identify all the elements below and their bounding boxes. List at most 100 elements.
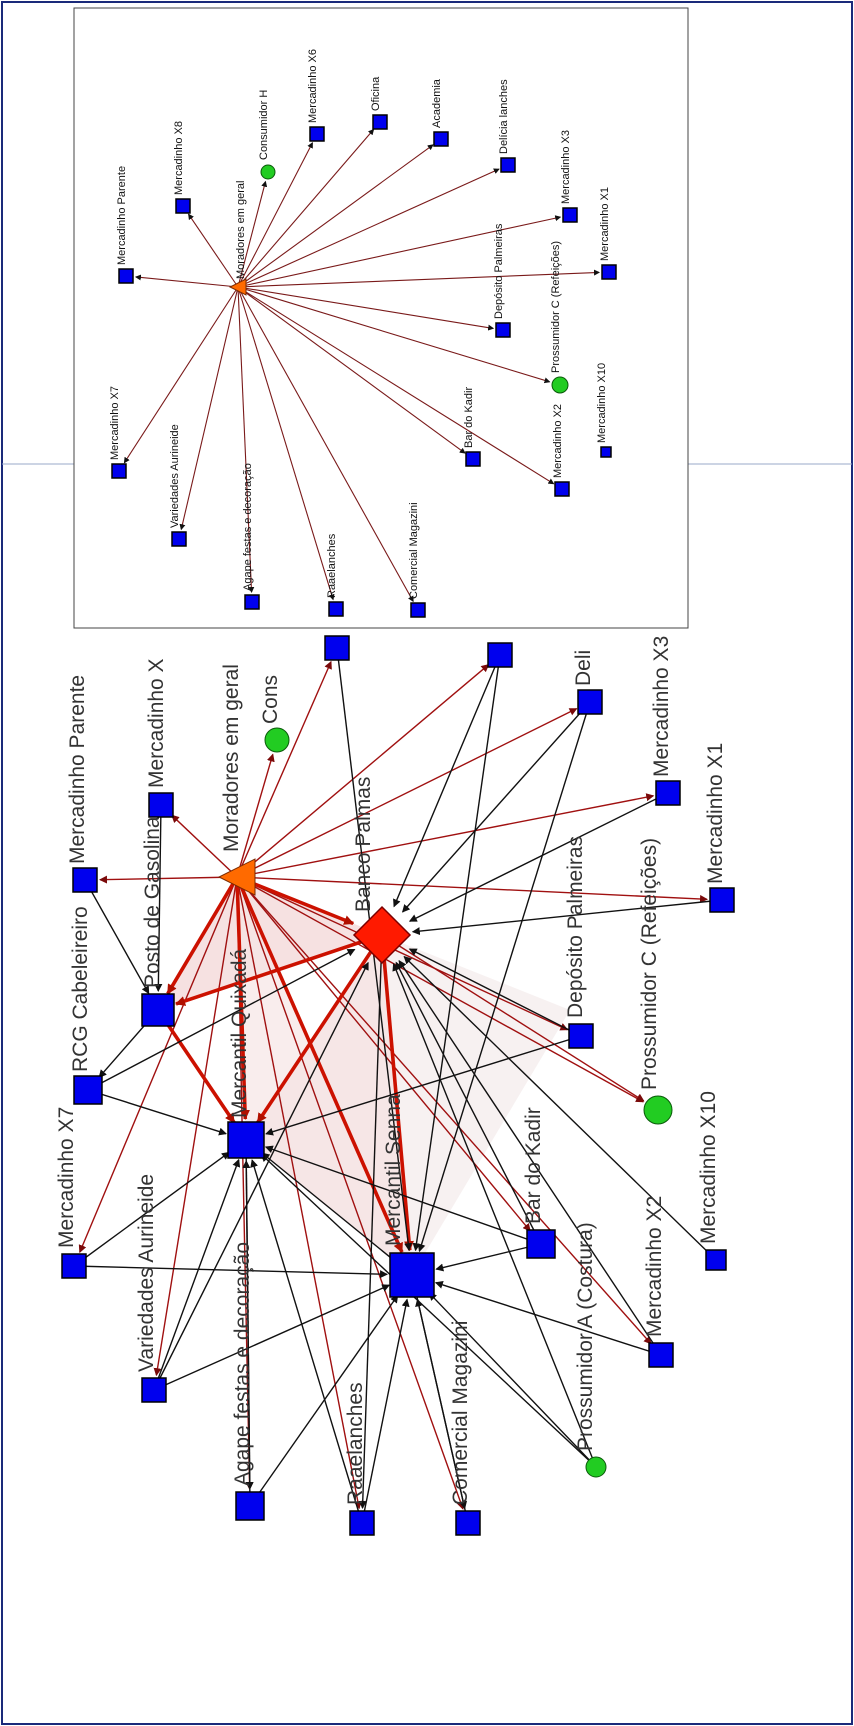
main-edge-moradores-x1 <box>236 876 709 903</box>
main-network-edges <box>73 647 723 1524</box>
inset-node-shape-agape <box>244 594 260 610</box>
main-node-raaelanches: Raaelanches <box>344 1382 375 1536</box>
main-node-shape-mercantil_quixada <box>227 1121 265 1159</box>
inset-label-prossumidor_c: Prossumidor C (Refeições) <box>550 241 562 373</box>
main-node-shape-x3 <box>655 780 681 806</box>
inset-label-bar_kadir: Bar do Kadir <box>463 387 475 448</box>
main-node-shape-mercantil_senna <box>389 1252 435 1298</box>
main-node-shape-x10 <box>705 1249 727 1271</box>
inset-node-shape-delicia <box>500 157 516 173</box>
main-edge-moradores-banco_palmas <box>236 875 355 926</box>
inset-node-agape: Agape festas e decoração <box>242 463 260 610</box>
main-edge-variedades-mercantil_senna <box>153 1284 391 1391</box>
main-edge-banco_palmas-raaelanches <box>358 934 383 1510</box>
main-label-prossumidor_a: Prossumidor A (Costura) <box>574 1222 597 1451</box>
inset-node-shape-variedades <box>171 531 187 547</box>
main-label-delicia: Deli <box>572 650 595 686</box>
main-node-mercantil_quixada: Mercantil Quixadá <box>227 948 265 1159</box>
inset-node-shape-parente <box>118 268 134 284</box>
inset-edge-moradores-x6 <box>237 141 313 288</box>
inset-edge-moradores-delicia <box>237 168 500 288</box>
inset-node-x8: Mercadinho X8 <box>173 121 191 214</box>
inset-label-x8: Mercadinho X8 <box>173 121 185 195</box>
main-node-shape-oficina <box>487 642 513 668</box>
inset-node-deposito: Depósito Palmeiras <box>493 223 511 338</box>
main-edge-moradores-x3 <box>236 793 655 878</box>
main-label-deposito: Depósito Palmeiras <box>564 836 587 1018</box>
main-edge-x10-banco_palmas <box>403 955 717 1261</box>
main-node-shape-posto <box>141 993 175 1027</box>
inset-node-prossumidor_c: Prossumidor C (Refeições) <box>550 241 569 394</box>
main-edge-x2-banco_palmas <box>398 959 662 1356</box>
main-edge-bar_kadir-mercantil_quixada <box>264 1145 542 1245</box>
main-edge-x1-banco_palmas <box>411 899 723 936</box>
inset-label-variedades: Variedades Aurineide <box>169 424 181 528</box>
main-node-shape-variedades <box>141 1377 167 1403</box>
inset-edge-moradores-x7 <box>123 286 239 464</box>
main-node-shape-prossumidor_a <box>585 1456 607 1478</box>
main-edge-moradores-mercantil_senna <box>235 876 404 1254</box>
main-edge-raaelanches-mercantil_senna <box>361 1298 410 1524</box>
inset-node-shape-academia <box>433 131 449 147</box>
main-node-x7: Mercadinho X7 <box>55 1107 87 1279</box>
main-edge-banco_palmas-mercantil_senna <box>380 934 414 1252</box>
inset-label-x3: Mercadinho X3 <box>560 130 572 204</box>
main-node-agape: Agape festas e decoração <box>231 1242 265 1521</box>
main-node-posto: Posto de Gasolina <box>141 816 175 1027</box>
main-label-mercantil_quixada: Mercantil Quixadá <box>228 948 251 1118</box>
inset-node-raaelanches: Raaelanches <box>326 533 344 617</box>
main-edge-delicia-mercantil_senna <box>417 701 591 1253</box>
main-edge-variedades-banco_palmas <box>153 961 369 1391</box>
inset-edge-moradores-x1 <box>237 269 601 288</box>
main-node-bar_kadir: Bar do Kadir <box>522 1107 556 1259</box>
inset-label-parente: Mercadinho Parente <box>116 166 128 265</box>
main-node-shape-cons_h <box>264 727 290 753</box>
inset-node-shape-cons_h <box>260 164 276 180</box>
inset-edge-moradores-raaelanches <box>237 286 335 601</box>
inset-label-x6: Mercadinho X6 <box>307 49 319 123</box>
main-edge-moradores-mercantil_quixada <box>235 876 250 1121</box>
main-node-delicia: Deli <box>572 650 603 715</box>
inset-node-shape-moradores <box>228 278 247 296</box>
inset-label-comercial: Comercial Magazini <box>408 502 420 599</box>
main-node-shape-parente <box>72 867 98 893</box>
main-node-shape-moradores <box>217 858 256 896</box>
main-node-shape-bar_kadir <box>526 1229 556 1259</box>
inset-node-shape-comercial <box>410 602 426 618</box>
inset-node-academia: Academia <box>431 78 449 147</box>
main-node-shape-delicia <box>577 689 603 715</box>
inset-edge-moradores-parente <box>134 274 239 288</box>
main-edge-moradores-oficina <box>236 664 490 878</box>
main-edge-prossumidor_a-mercantil_quixada <box>260 1153 597 1468</box>
inset-node-shape-deposito <box>495 322 511 338</box>
inset-edge-moradores-bar_kadir <box>237 286 466 454</box>
inset-label-x7: Mercadinho X7 <box>109 386 121 460</box>
main-edge-rcg-mercantil_quixada <box>87 1089 227 1136</box>
main-edge-oficina-banco_palmas <box>393 654 501 908</box>
inset-node-cons_h: Consumidor H <box>258 90 276 180</box>
inset-node-x10: Mercadinho X10 <box>596 363 612 458</box>
main-edge-moradores-x7 <box>78 876 238 1254</box>
main-node-x2: Mercadinho X2 <box>643 1196 674 1368</box>
inset-label-oficina: Oficina <box>370 76 382 111</box>
main-node-shape-banco_palmas <box>352 905 412 965</box>
main-label-agape: Agape festas e decoração <box>231 1242 254 1486</box>
main-label-x7: Mercadinho X7 <box>55 1107 78 1248</box>
inset-node-shape-x2 <box>554 481 570 497</box>
main-label-x3: Mercadinho X3 <box>650 636 673 777</box>
main-edge-posto-mercantil_quixada <box>156 1008 236 1124</box>
main-edge-moradores-comercial <box>236 876 465 1510</box>
inset-edge-moradores-academia <box>237 144 434 288</box>
inset-node-shape-oficina <box>372 114 388 130</box>
main-edge-x3-banco_palmas <box>408 792 669 922</box>
main-edge-mercantil_quixada-agape <box>245 1139 254 1491</box>
main-node-deposito: Depósito Palmeiras <box>564 836 594 1049</box>
inset-node-shape-bar_kadir <box>465 451 481 467</box>
main-node-rcg: RCG Cabeleireiro <box>69 906 103 1105</box>
main-node-parente: Mercadinho Parente <box>66 675 98 893</box>
main-edge-mercantil_senna-comercial <box>411 1274 468 1510</box>
main-edge-rcg-banco_palmas <box>87 948 356 1091</box>
main-label-banco_palmas: Banco Palmas <box>352 777 375 912</box>
inset-edge-moradores-agape <box>237 286 255 594</box>
main-node-shape-x6 <box>324 635 350 661</box>
